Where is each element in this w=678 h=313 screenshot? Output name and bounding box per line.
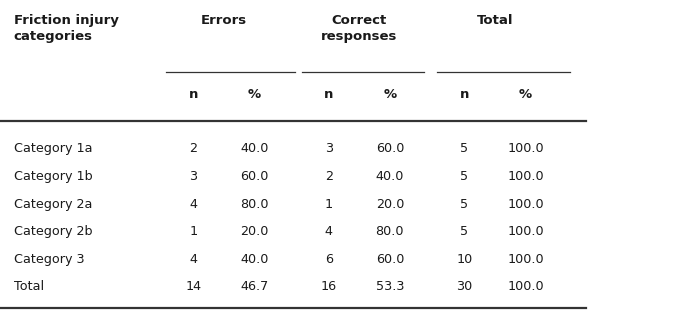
- Text: 6: 6: [325, 253, 333, 266]
- Text: n: n: [460, 88, 469, 101]
- Text: 1: 1: [325, 198, 333, 211]
- Text: 40.0: 40.0: [240, 253, 268, 266]
- Text: 20.0: 20.0: [376, 198, 404, 211]
- Text: 2: 2: [325, 170, 333, 183]
- Text: 4: 4: [189, 253, 197, 266]
- Text: 3: 3: [325, 142, 333, 156]
- Text: 100.0: 100.0: [507, 142, 544, 156]
- Text: 2: 2: [189, 142, 197, 156]
- Text: Category 1a: Category 1a: [14, 142, 92, 156]
- Text: 10: 10: [456, 253, 473, 266]
- Text: 100.0: 100.0: [507, 198, 544, 211]
- Text: Errors: Errors: [201, 14, 247, 27]
- Text: Correct
responses: Correct responses: [321, 14, 397, 43]
- Text: 80.0: 80.0: [376, 225, 404, 238]
- Text: n: n: [188, 88, 198, 101]
- Text: 16: 16: [321, 280, 337, 293]
- Text: Category 2b: Category 2b: [14, 225, 92, 238]
- Text: 4: 4: [325, 225, 333, 238]
- Text: 60.0: 60.0: [240, 170, 268, 183]
- Text: %: %: [519, 88, 532, 101]
- Text: 46.7: 46.7: [240, 280, 268, 293]
- Text: 100.0: 100.0: [507, 280, 544, 293]
- Text: Friction injury
categories: Friction injury categories: [14, 14, 119, 43]
- Text: %: %: [383, 88, 397, 101]
- Text: 5: 5: [460, 170, 468, 183]
- Text: 100.0: 100.0: [507, 170, 544, 183]
- Text: 30: 30: [456, 280, 473, 293]
- Text: Category 1b: Category 1b: [14, 170, 92, 183]
- Text: 20.0: 20.0: [240, 225, 268, 238]
- Text: %: %: [247, 88, 261, 101]
- Text: Total: Total: [477, 14, 513, 27]
- Text: 100.0: 100.0: [507, 253, 544, 266]
- Text: 100.0: 100.0: [507, 225, 544, 238]
- Text: 5: 5: [460, 225, 468, 238]
- Text: 60.0: 60.0: [376, 253, 404, 266]
- Text: 60.0: 60.0: [376, 142, 404, 156]
- Text: 40.0: 40.0: [240, 142, 268, 156]
- Text: 80.0: 80.0: [240, 198, 268, 211]
- Text: 4: 4: [189, 198, 197, 211]
- Text: 3: 3: [189, 170, 197, 183]
- Text: 40.0: 40.0: [376, 170, 404, 183]
- Text: 5: 5: [460, 198, 468, 211]
- Text: n: n: [324, 88, 334, 101]
- Text: Category 2a: Category 2a: [14, 198, 92, 211]
- Text: Total: Total: [14, 280, 43, 293]
- Text: Category 3: Category 3: [14, 253, 84, 266]
- Text: 5: 5: [460, 142, 468, 156]
- Text: 1: 1: [189, 225, 197, 238]
- Text: 14: 14: [185, 280, 201, 293]
- Text: 53.3: 53.3: [376, 280, 404, 293]
